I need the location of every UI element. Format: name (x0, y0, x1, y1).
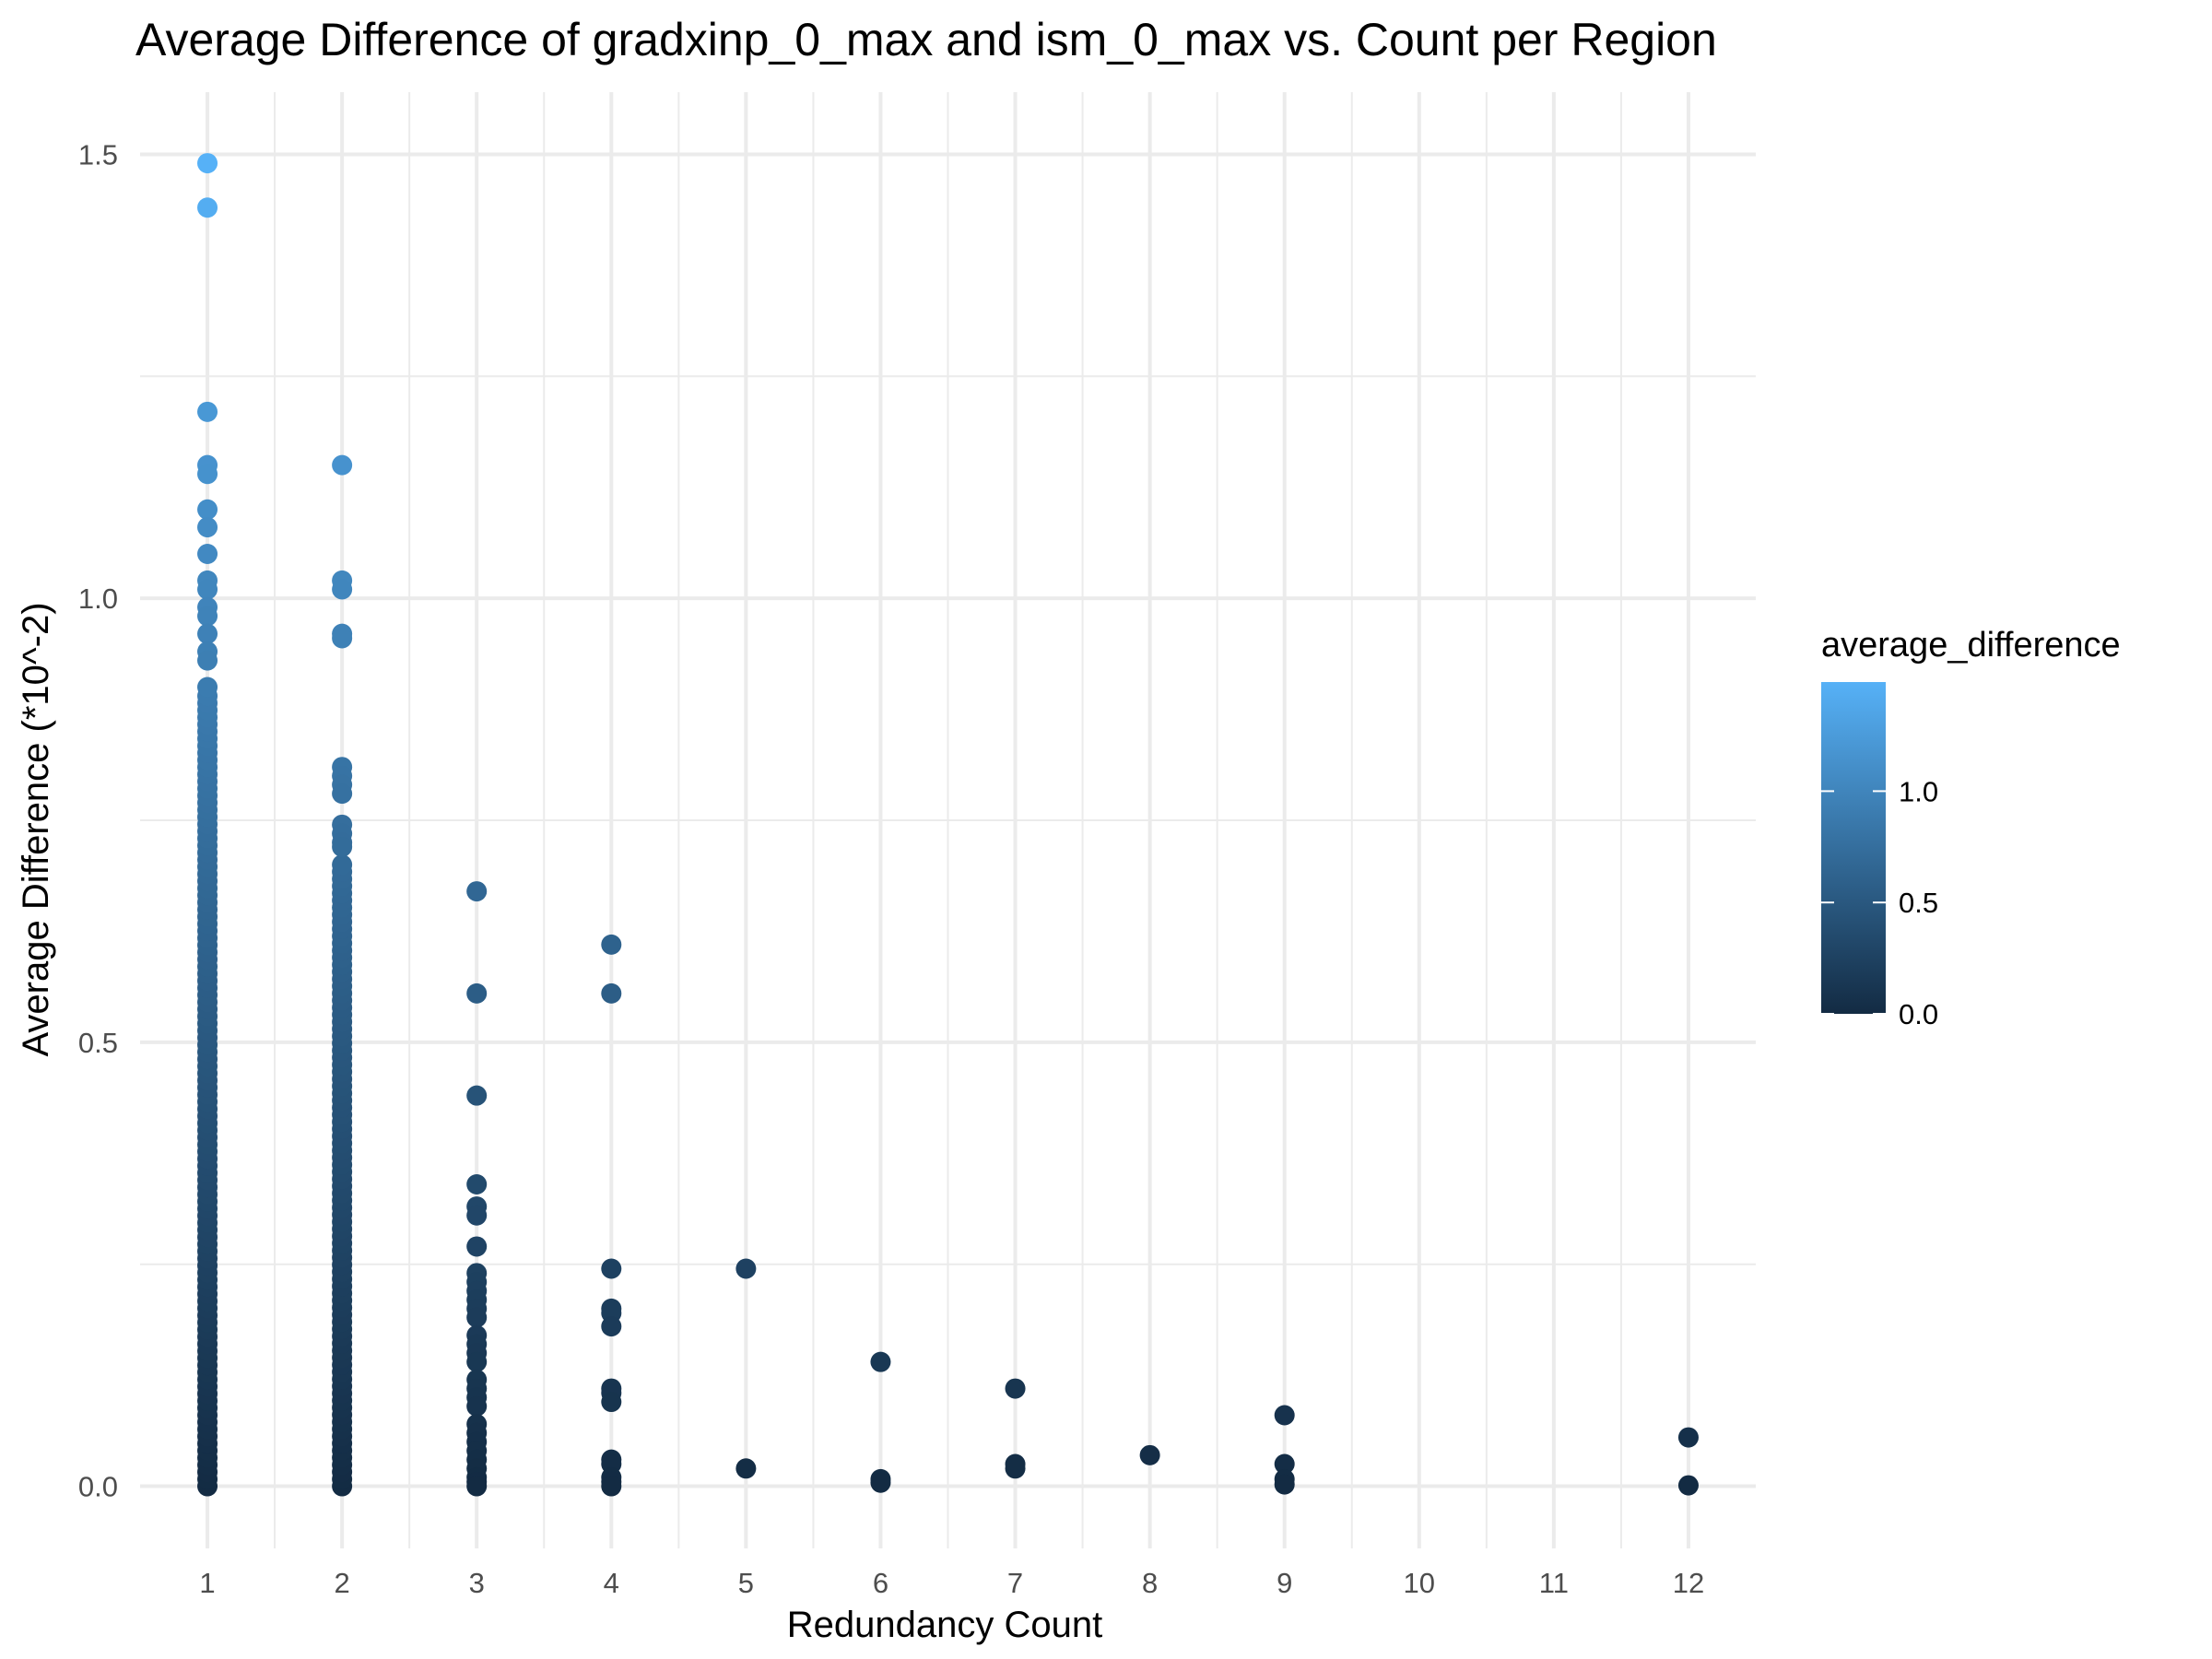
y-tick-label: 0.5 (78, 1027, 118, 1059)
y-axis-title: Average Difference (*10^-2) (16, 602, 56, 1056)
x-axis-title: Redundancy Count (787, 1605, 1102, 1645)
data-point (197, 579, 218, 600)
x-tick-label: 3 (469, 1567, 485, 1599)
data-point (466, 1307, 488, 1328)
legend-tick-label: 1.0 (1899, 775, 1938, 807)
data-point (466, 1351, 488, 1372)
data-point (1005, 1378, 1026, 1399)
y-tick-label: 1.5 (78, 138, 118, 171)
data-point (466, 1205, 488, 1226)
y-tick-label: 0.0 (78, 1471, 118, 1503)
data-point (197, 543, 218, 564)
x-tick-label: 12 (1673, 1567, 1704, 1599)
data-point (1139, 1444, 1160, 1465)
legend-colorbar (1821, 682, 1886, 1014)
data-point (332, 454, 353, 476)
data-point (197, 623, 218, 644)
data-point (735, 1458, 757, 1479)
data-point (466, 1395, 488, 1417)
y-axis-ticks: 0.0 0.5 1.0 1.5 (78, 138, 118, 1502)
data-point (735, 1258, 757, 1279)
data-point (197, 153, 218, 174)
data-point (197, 197, 218, 218)
data-point (332, 854, 353, 876)
data-point (197, 677, 218, 698)
x-tick-label: 4 (604, 1567, 619, 1599)
data-point (197, 517, 218, 538)
data-point (1274, 1453, 1295, 1475)
legend-tick-label: 0.0 (1899, 998, 1938, 1030)
data-point (197, 650, 218, 671)
y-tick-label: 1.0 (78, 582, 118, 615)
data-point (466, 982, 488, 1004)
data-point (332, 783, 353, 805)
data-point (1274, 1474, 1295, 1495)
x-axis-ticks: 1 2 3 4 5 6 7 8 9 10 11 12 (199, 1567, 1704, 1599)
data-point (1274, 1405, 1295, 1426)
data-point (1005, 1458, 1026, 1479)
data-point (332, 579, 353, 600)
data-point (601, 1476, 622, 1497)
data-points (197, 153, 1699, 1497)
data-point (601, 1392, 622, 1413)
x-tick-label: 11 (1539, 1567, 1569, 1599)
data-point (601, 1316, 622, 1337)
data-point (601, 934, 622, 955)
data-point (1677, 1475, 1699, 1496)
data-point (466, 1085, 488, 1106)
chart-title: Average Difference of gradxinp_0_max and… (135, 14, 1717, 65)
x-tick-label: 8 (1142, 1567, 1158, 1599)
data-point (601, 982, 622, 1004)
x-tick-label: 7 (1007, 1567, 1023, 1599)
x-tick-label: 6 (873, 1567, 888, 1599)
data-point (466, 881, 488, 902)
x-tick-label: 1 (199, 1567, 215, 1599)
data-point (466, 1476, 488, 1497)
legend-title: average_difference (1821, 626, 2121, 665)
data-point (870, 1472, 891, 1493)
data-point (197, 606, 218, 627)
color-legend: average_difference 1.0 0.5 0.0 (1821, 626, 2121, 1030)
legend-ticks: 1.0 0.5 0.0 (1821, 775, 1938, 1030)
data-point (466, 1236, 488, 1257)
data-point (601, 1258, 622, 1279)
data-point (197, 401, 218, 422)
data-point (332, 628, 353, 649)
x-tick-label: 5 (738, 1567, 754, 1599)
x-tick-label: 9 (1277, 1567, 1292, 1599)
data-point (332, 836, 353, 857)
data-point (466, 1174, 488, 1194)
data-point (870, 1351, 891, 1372)
x-tick-label: 10 (1404, 1567, 1435, 1599)
plot-grid (140, 92, 1756, 1548)
data-point (197, 499, 218, 520)
data-point (197, 464, 218, 485)
data-point (1677, 1427, 1699, 1448)
x-tick-label: 2 (335, 1567, 350, 1599)
legend-tick-label: 0.5 (1899, 887, 1938, 919)
